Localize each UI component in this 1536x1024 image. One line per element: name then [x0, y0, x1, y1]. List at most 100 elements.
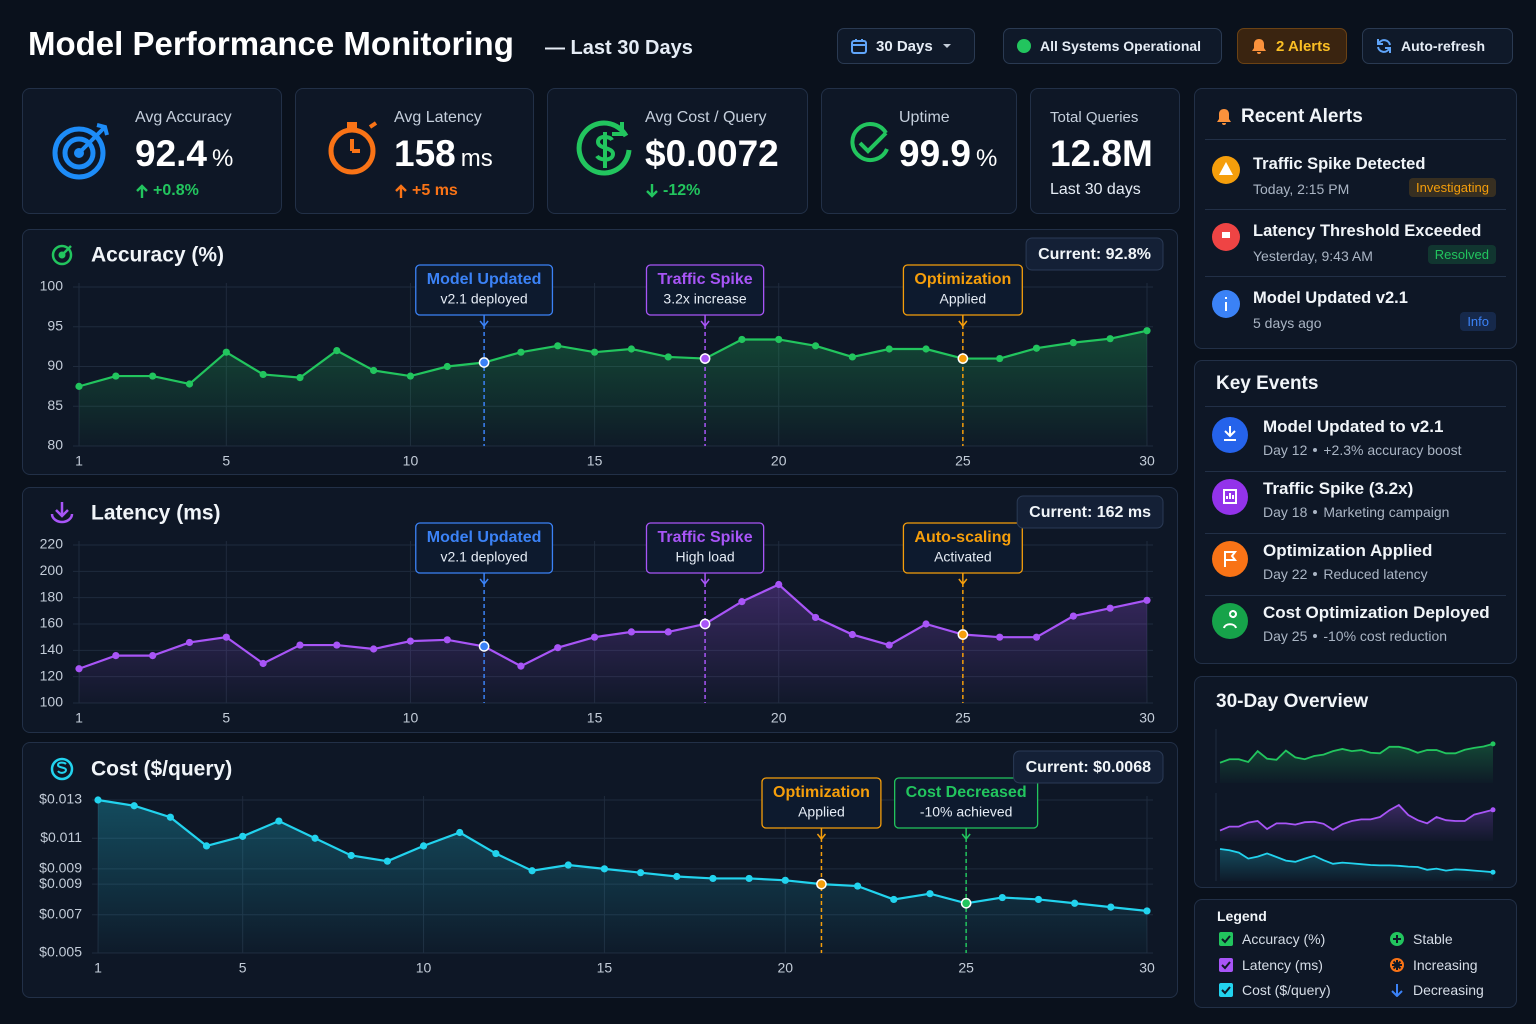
point [554, 342, 562, 350]
latency-icon [50, 502, 74, 524]
x-tick-label: 1 [75, 453, 83, 469]
event-glyph [1223, 489, 1237, 504]
point [239, 832, 247, 840]
point [443, 636, 451, 644]
point [781, 876, 789, 884]
point [926, 890, 934, 898]
alert-time: 5 days ago [1253, 315, 1322, 331]
kpi-delta: +0.8% [135, 182, 199, 200]
bell-icon [1217, 109, 1231, 125]
line [97, 798, 1148, 913]
kpi-delta: -12% [645, 182, 700, 200]
alert-glyph [1225, 297, 1227, 311]
checkbox-tick [1221, 986, 1231, 995]
legend-glyph [1392, 959, 1402, 970]
legend-panel: Legend Accuracy (%) Latency (ms) Cost ($/q… [1194, 899, 1517, 1008]
refresh-button[interactable]: Auto-refresh [1362, 28, 1513, 64]
point [890, 895, 898, 904]
event-marker [957, 353, 969, 364]
point [1143, 327, 1151, 335]
event-note: Marketing campaign [1323, 504, 1450, 520]
range-label: 30 Days [876, 37, 933, 55]
kpi-note: Last 30 days [1050, 181, 1141, 198]
event-icon-bg [1212, 603, 1248, 639]
y-tick-label: $0.009 [39, 860, 82, 876]
legend-item[interactable]: Cost ($/query) [1219, 982, 1331, 998]
separator [1313, 634, 1318, 638]
range-dropdown[interactable]: 30 Days [837, 28, 975, 64]
event-box [902, 264, 1023, 316]
alert-status[interactable]: Investigating [1409, 178, 1496, 197]
alerts-button[interactable]: 2 Alerts [1237, 28, 1347, 64]
kpi-number: $0.0072 [645, 133, 779, 174]
x-tick-label: 20 [777, 960, 793, 976]
alert-status[interactable]: Resolved [1427, 245, 1496, 264]
event-title: Traffic Spike [657, 271, 752, 288]
point [370, 645, 378, 653]
point [996, 633, 1004, 641]
kpi-card: Avg Latency 158 ms +5 ms [295, 88, 534, 214]
point [259, 370, 267, 379]
page-title: Model Performance Monitoring [28, 25, 514, 62]
event-title: Model Updated [427, 529, 542, 546]
point [166, 813, 174, 821]
event-detail: Day 12 +2.3% accuracy boost [1263, 442, 1462, 458]
point [347, 851, 355, 860]
alert-icon [1212, 290, 1240, 318]
point [419, 842, 428, 850]
kpi-delta-text: +0.8% [153, 182, 199, 199]
event-arrow [958, 315, 968, 328]
panel-title: Recent Alerts [1241, 106, 1363, 127]
dollar-icon [576, 120, 632, 176]
kpi-label: Avg Latency [394, 109, 482, 126]
point [296, 641, 304, 649]
point [636, 869, 645, 877]
event-text: v2.1 deployed [441, 549, 528, 565]
event-marker [699, 618, 711, 630]
event-note: -10% cost reduction [1323, 628, 1448, 644]
caret-icon [942, 44, 951, 48]
event-note: +2.3% accuracy boost [1323, 442, 1462, 458]
point [517, 662, 525, 670]
kpi-label: Total Queries [1050, 109, 1139, 126]
legend-icon [1390, 932, 1404, 946]
calendar-icon [851, 39, 867, 54]
event-detail: Day 18 Marketing campaign [1263, 504, 1449, 520]
alert-status[interactable]: Info [1460, 312, 1496, 331]
alerts-label: 2 Alerts [1276, 37, 1331, 55]
event-title: Traffic Spike (3.2x) [1263, 479, 1414, 498]
point [996, 354, 1004, 363]
chart-title: Accuracy (%) [91, 244, 224, 267]
divider [1205, 139, 1506, 140]
current-badge: Current: 92.8% [1038, 246, 1151, 263]
x-tick-label: 25 [955, 710, 971, 726]
event-icon [1212, 541, 1248, 577]
y-tick-label: $0.005 [39, 944, 82, 960]
point [664, 628, 672, 636]
event-arrow [700, 315, 710, 328]
legend-label: Accuracy (%) [1242, 931, 1326, 947]
point [456, 828, 464, 837]
chart-title: Latency (ms) [91, 502, 221, 525]
checkbox-box [1219, 932, 1233, 946]
event-text: 3.2x increase [663, 291, 746, 307]
legend-label: Decreasing [1413, 982, 1484, 998]
point [1107, 903, 1115, 911]
divider [1205, 209, 1506, 210]
event-marker [478, 641, 490, 652]
legend-item: Decreasing [1390, 982, 1484, 998]
point [112, 372, 120, 380]
down-arrow [646, 184, 658, 198]
legend-item: Increasing [1390, 957, 1478, 973]
legend-item[interactable]: Accuracy (%) [1219, 931, 1325, 947]
legend-label: Cost ($/query) [1242, 982, 1331, 998]
kpi-label: Avg Cost / Query [645, 109, 767, 126]
alert-icon [1212, 223, 1240, 251]
legend-item[interactable]: Latency (ms) [1219, 957, 1323, 973]
x-tick-label: 30 [1139, 710, 1155, 726]
point [517, 348, 525, 356]
status-pill[interactable]: All Systems Operational [1003, 28, 1222, 64]
point [75, 382, 83, 390]
point [1071, 899, 1079, 907]
